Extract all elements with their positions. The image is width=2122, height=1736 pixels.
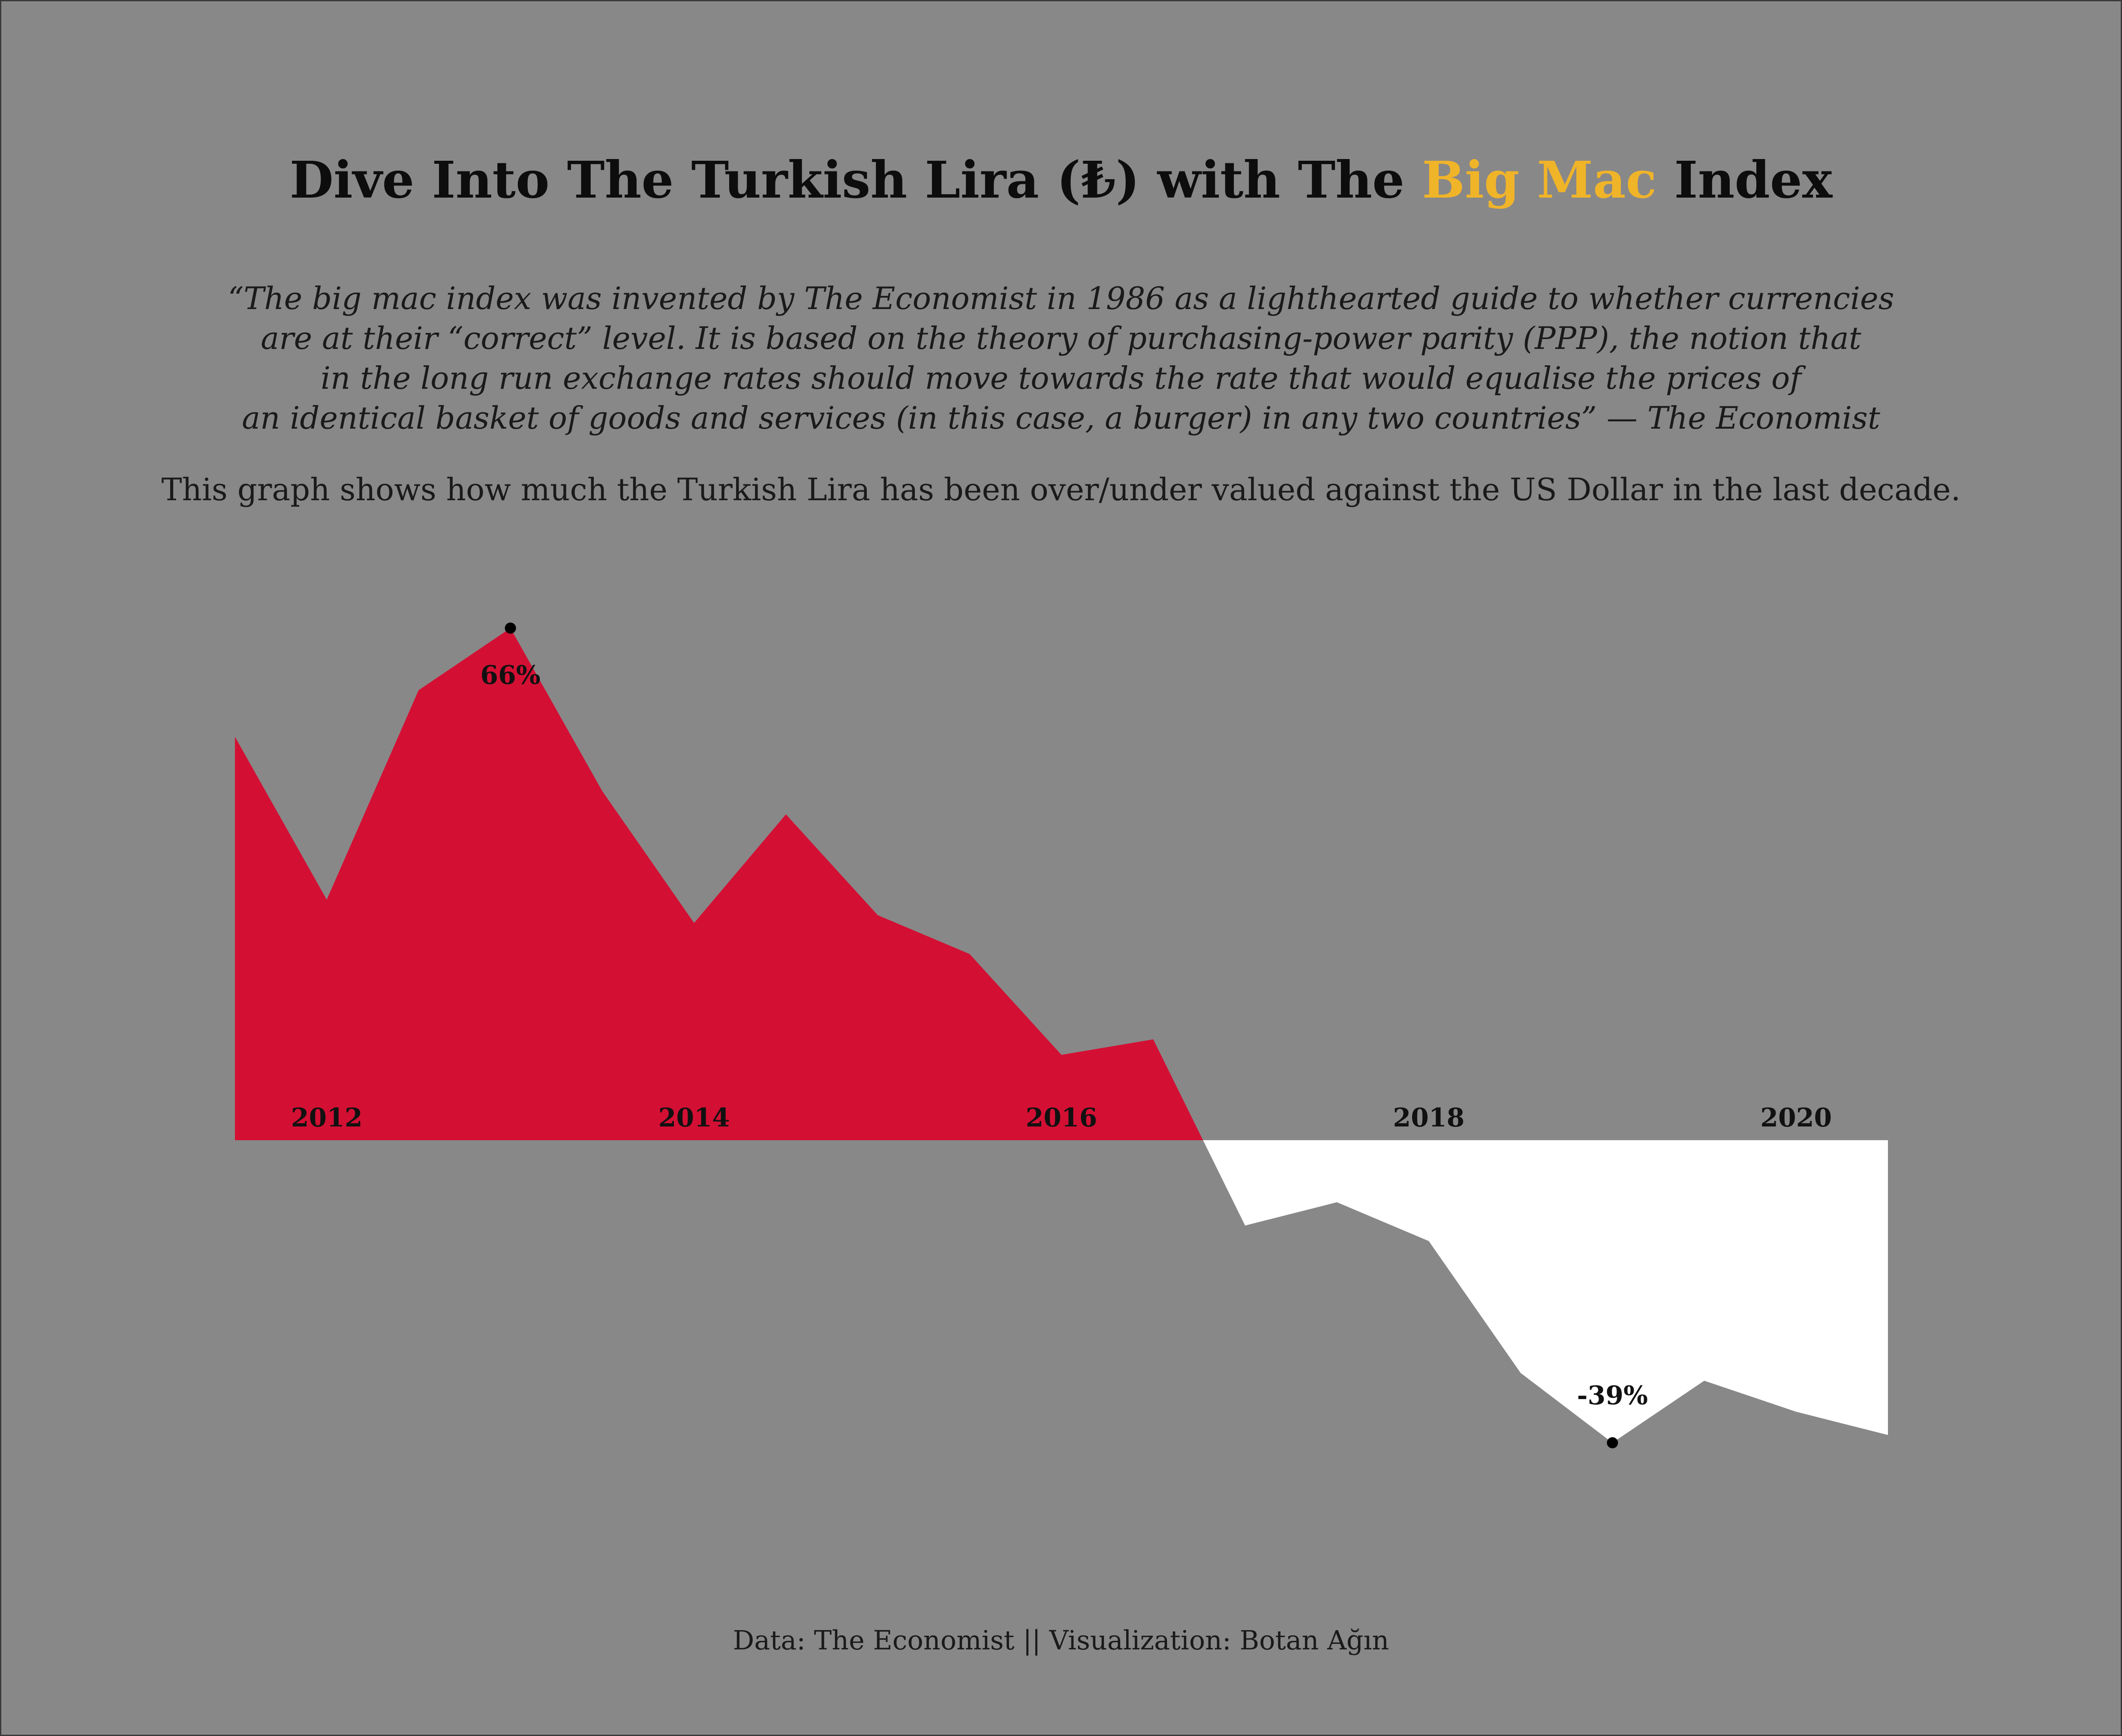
x-tick-label: 2016 — [1026, 1103, 1097, 1133]
extreme-point-label: -39% — [1577, 1381, 1648, 1411]
extreme-point-marker — [1607, 1437, 1618, 1448]
title-highlight: Big Mac — [1422, 150, 1657, 210]
quote-line: an identical basket of goods and service… — [242, 400, 1880, 436]
quote-line: are at their “correct” level. It is base… — [261, 320, 1861, 356]
chart-subtitle: This graph shows how much the Turkish Li… — [161, 472, 1961, 508]
chart-title: Dive Into The Turkish Lira (₺) with The … — [0, 150, 2122, 210]
quote-line: in the long run exchange rates should mo… — [321, 360, 1801, 396]
title-prefix: Dive Into The Turkish Lira (₺) with The — [289, 150, 1422, 210]
extreme-point-marker — [505, 622, 516, 634]
title-suffix: Index — [1656, 150, 1833, 210]
x-tick-label: 2014 — [658, 1103, 730, 1133]
x-tick-label: 2012 — [291, 1103, 363, 1133]
economist-quote: “The big mac index was invented by The E… — [0, 279, 2122, 438]
source-caption: Data: The Economist || Visualization: Bo… — [733, 1625, 1389, 1656]
extreme-point-label: 66% — [480, 660, 541, 690]
overvalued-area — [235, 628, 1203, 1140]
undervalued-area — [1203, 1140, 1888, 1443]
quote-line: “The big mac index was invented by The E… — [228, 280, 1894, 316]
x-tick-label: 2018 — [1393, 1103, 1464, 1133]
x-tick-label: 2020 — [1760, 1103, 1832, 1133]
